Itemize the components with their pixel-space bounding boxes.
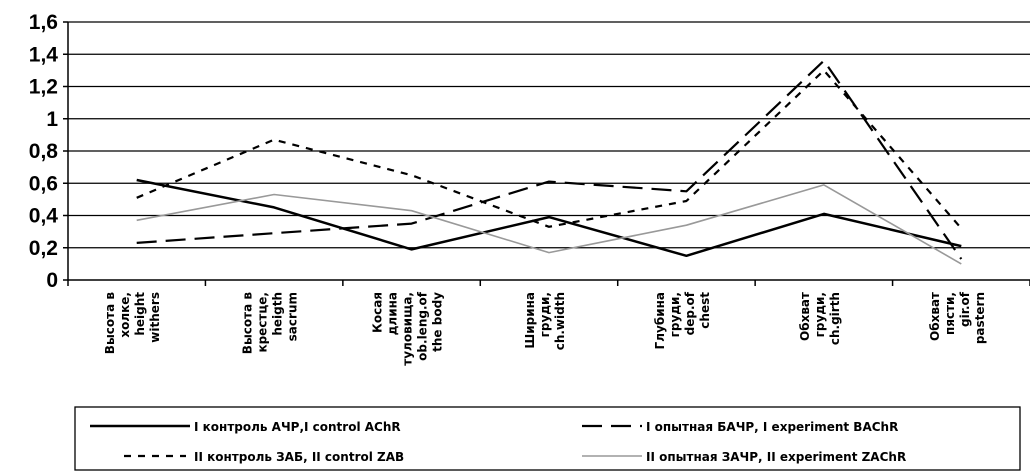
y-tick-label: 1	[46, 108, 58, 131]
y-tick-label: 0,6	[29, 172, 58, 195]
x-category-label: длина	[386, 292, 400, 335]
series-lines	[136, 59, 963, 265]
y-tick-label: 1,4	[29, 43, 59, 66]
x-category-label: Ширина	[523, 292, 537, 349]
x-category-label: груди,	[668, 292, 682, 337]
x-category-label: gir.of	[958, 291, 972, 327]
x-category-label: Высота в	[241, 292, 255, 355]
x-category-label: height	[133, 292, 147, 336]
x-category-label: туловища,	[401, 292, 415, 366]
x-category-label: pastern	[973, 292, 987, 344]
series-line	[136, 178, 962, 258]
x-category-label: heigth	[271, 292, 285, 336]
y-tick-label: 1,2	[29, 76, 58, 99]
y-tick-label: 0,4	[29, 205, 59, 228]
x-category-label: ob.leng.of	[416, 291, 430, 361]
legend-box	[74, 406, 1021, 471]
y-tick-label: 0,2	[29, 237, 58, 260]
x-category-label: Глубина	[653, 292, 667, 349]
x-category-label: пясти,	[943, 292, 957, 335]
x-category-label: the body	[431, 292, 445, 352]
x-category-label: sacrum	[286, 292, 300, 341]
x-category-label: Высота в	[103, 292, 117, 355]
x-category-label: withers	[148, 292, 162, 343]
x-category-label: Косая	[371, 292, 385, 333]
x-axis-categories: Высота в холке, height withers Высота в крест…	[103, 291, 987, 366]
axes	[63, 21, 1030, 286]
legend-label: II опытная ЗАЧР, II experiment ZAChR	[646, 450, 906, 464]
x-category-label: ch.width	[553, 292, 567, 350]
x-category-label: dep.of	[683, 291, 697, 335]
y-tick-label: 0,8	[29, 140, 59, 163]
x-category-label: груди,	[538, 292, 552, 337]
legend-label: II контроль ЗАБ, II control ZAB	[194, 450, 404, 464]
series-line	[136, 184, 962, 265]
legend: I контроль АЧР,I control AChR I опытная Б…	[74, 406, 1021, 471]
legend-label: I опытная БАЧР, I experiment BAChR	[646, 420, 898, 434]
grid	[68, 21, 1030, 249]
series-line	[136, 59, 963, 260]
series-line	[136, 69, 963, 230]
x-category-label: Обхват	[798, 292, 812, 341]
x-category-label: крестце,	[256, 292, 270, 353]
x-category-label: ch.girth	[828, 292, 842, 345]
y-tick-label: 1,6	[29, 11, 58, 34]
y-tick-label: 0	[46, 269, 58, 292]
x-category-label: chest	[698, 292, 712, 329]
x-category-label: Обхват	[928, 292, 942, 341]
y-axis-ticks: 0 0,2 0,4 0,6 0,8 1 1,2 1,4 1,6	[29, 11, 59, 292]
x-category-label: груди,	[813, 292, 827, 337]
x-category-label: холке,	[118, 292, 132, 338]
legend-label: I контроль АЧР,I control AChR	[194, 420, 401, 434]
